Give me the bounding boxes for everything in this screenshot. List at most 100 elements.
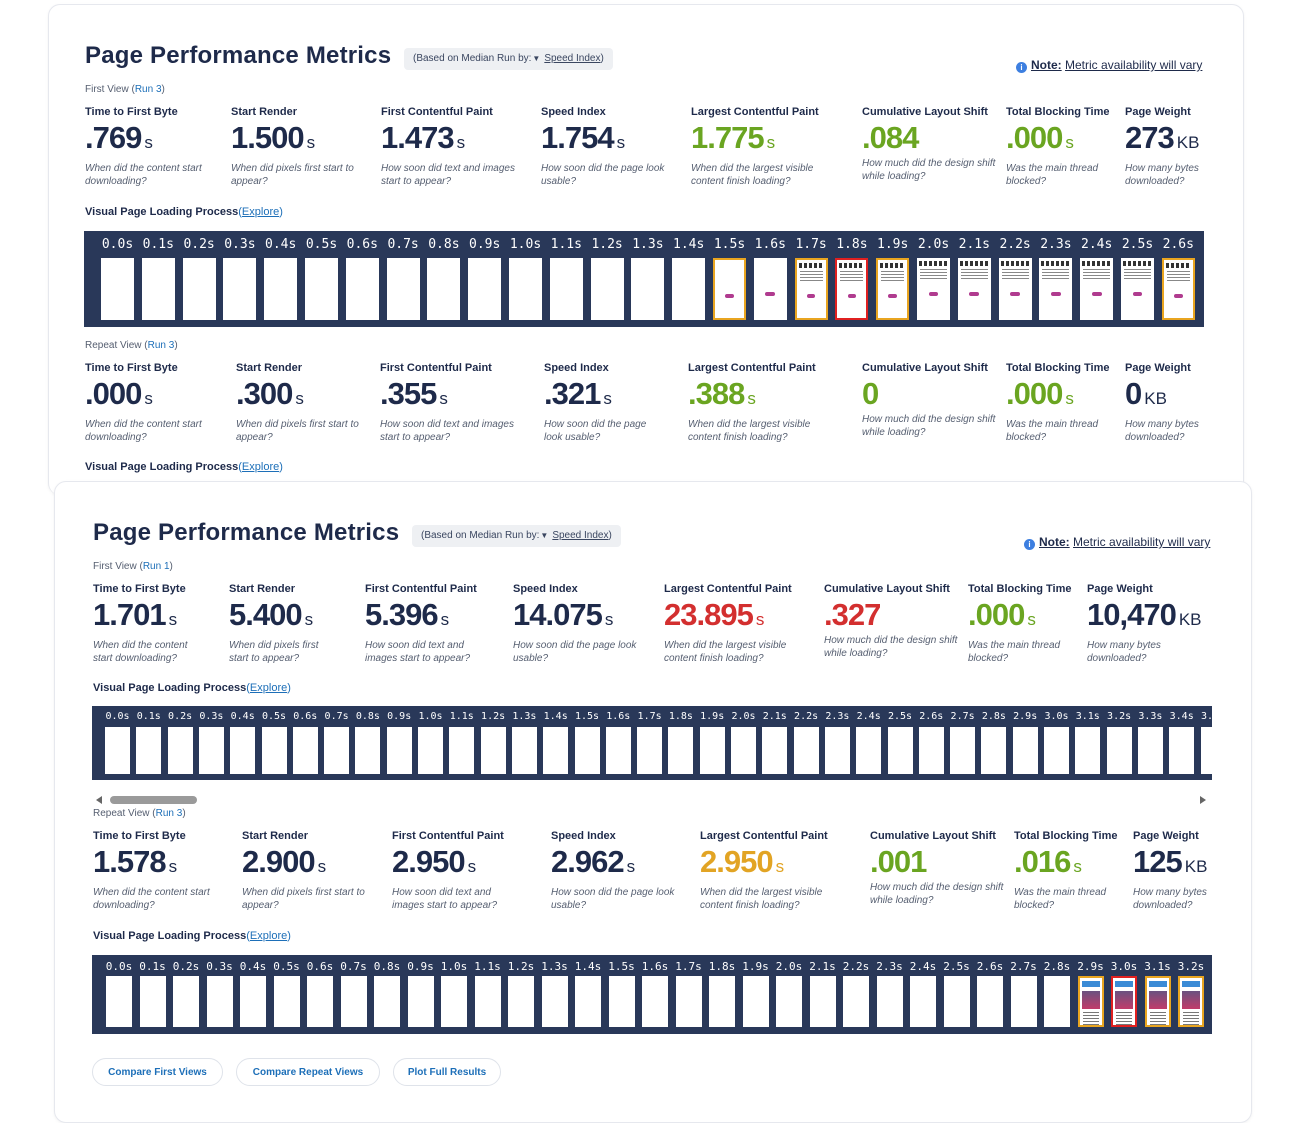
filmstrip-frame[interactable] <box>264 258 298 320</box>
filmstrip-frame[interactable] <box>474 976 501 1027</box>
filmstrip-frame[interactable] <box>136 727 162 774</box>
filmstrip-frame[interactable] <box>355 727 381 774</box>
button-compare-repeat-views[interactable]: Compare Repeat Views <box>236 1058 380 1086</box>
filmstrip-frame[interactable] <box>1111 976 1137 1027</box>
explore-link-text[interactable]: Explore <box>241 461 280 473</box>
filmstrip-frame[interactable] <box>876 976 903 1027</box>
filmstrip-frame[interactable] <box>511 727 537 774</box>
filmstrip-frame[interactable] <box>340 976 367 1027</box>
filmstrip-frame[interactable] <box>608 976 635 1027</box>
filmstrip-frame[interactable] <box>1200 727 1212 774</box>
filmstrip-frame[interactable] <box>910 976 936 1027</box>
filmstrip-frame[interactable] <box>1144 976 1171 1027</box>
filmstrip-frame[interactable] <box>206 976 233 1027</box>
filmstrip-frame[interactable] <box>809 976 836 1027</box>
filmstrip-frame[interactable] <box>543 727 569 774</box>
filmstrip-frame[interactable] <box>386 258 420 320</box>
scrollbar-thumb[interactable] <box>110 796 197 804</box>
median-run-selector[interactable]: (Based on Median Run by:▼ Speed Index) <box>404 48 613 70</box>
filmstrip-frame[interactable] <box>509 258 542 320</box>
filmstrip-frame[interactable] <box>981 727 1007 774</box>
filmstrip-frame[interactable] <box>182 258 216 320</box>
filmstrip-frame[interactable] <box>590 258 624 320</box>
filmstrip-frame[interactable] <box>713 258 746 320</box>
filmstrip-frame[interactable] <box>324 727 350 774</box>
filmstrip-frame[interactable] <box>950 727 976 774</box>
filmstrip-frame[interactable] <box>668 727 694 774</box>
filmstrip-frame[interactable] <box>918 727 944 774</box>
filmstrip-frame[interactable] <box>699 727 725 774</box>
filmstrip-frame[interactable] <box>1039 258 1073 320</box>
filmstrip-frame[interactable] <box>876 258 910 320</box>
filmstrip-frame[interactable] <box>292 727 318 774</box>
filmstrip-frame[interactable] <box>943 976 970 1027</box>
filmstrip-frame[interactable] <box>173 976 199 1027</box>
filmstrip-frame[interactable] <box>273 976 300 1027</box>
filmstrip[interactable]: 0.0s 0.1s 0.2s 0.3s 0.4s 0.5s 0.6s 0.7s 0.8s 0.9s… <box>84 231 1204 327</box>
run-link[interactable]: Run 3 <box>134 84 162 95</box>
filmstrip-frame[interactable] <box>541 976 568 1027</box>
filmstrip-frame[interactable] <box>307 976 333 1027</box>
filmstrip-frame[interactable] <box>1044 976 1070 1027</box>
filmstrip-frame[interactable] <box>1121 258 1154 320</box>
filmstrip-frame[interactable] <box>223 258 257 320</box>
filmstrip-frame[interactable] <box>374 976 400 1027</box>
filmstrip-frame[interactable] <box>1010 976 1037 1027</box>
explore-link[interactable]: (Explore) <box>238 206 283 218</box>
run-link[interactable]: Run 3 <box>147 340 175 351</box>
filmstrip-frame[interactable] <box>1178 976 1204 1027</box>
note-text-link[interactable]: Metric availability will vary <box>1073 535 1211 549</box>
filmstrip-frame[interactable] <box>1075 727 1101 774</box>
filmstrip-frame[interactable] <box>139 976 166 1027</box>
note-text-link[interactable]: Metric availability will vary <box>1065 58 1203 72</box>
explore-link-text[interactable]: Explore <box>249 682 288 694</box>
filmstrip-frame[interactable] <box>575 976 601 1027</box>
scroll-right-arrow-icon[interactable] <box>1200 796 1206 804</box>
filmstrip-frame[interactable] <box>887 727 913 774</box>
filmstrip-frame[interactable] <box>637 727 663 774</box>
filmstrip-frame[interactable] <box>917 258 950 320</box>
explore-link[interactable]: (Explore) <box>238 461 283 473</box>
filmstrip-frame[interactable] <box>1012 727 1038 774</box>
filmstrip-frame[interactable] <box>753 258 787 320</box>
filmstrip-frame[interactable] <box>549 258 583 320</box>
filmstrip-frame[interactable] <box>261 727 287 774</box>
filmstrip-frame[interactable] <box>762 727 788 774</box>
filmstrip-frame[interactable] <box>1077 976 1104 1027</box>
explore-link[interactable]: (Explore) <box>246 682 291 694</box>
filmstrip-frame[interactable] <box>672 258 706 320</box>
filmstrip[interactable]: 0.0s 0.1s 0.2s 0.3s 0.4s 0.5s 0.6s 0.7s 0.8s 0.9s… <box>92 955 1212 1034</box>
filmstrip-frame[interactable] <box>230 727 256 774</box>
filmstrip-frame[interactable] <box>742 976 769 1027</box>
run-link[interactable]: Run 3 <box>155 808 183 819</box>
filmstrip-frame[interactable] <box>793 727 819 774</box>
filmstrip-frame[interactable] <box>824 727 850 774</box>
filmstrip-frame[interactable] <box>642 976 668 1027</box>
filmstrip-frame[interactable] <box>141 258 175 320</box>
median-metric-link[interactable]: Speed Index <box>552 530 609 541</box>
filmstrip-frame[interactable] <box>631 258 665 320</box>
filmstrip-scrollbar[interactable] <box>92 794 1212 806</box>
filmstrip-frame[interactable] <box>386 727 412 774</box>
scroll-left-arrow-icon[interactable] <box>96 796 102 804</box>
filmstrip-frame[interactable] <box>480 727 506 774</box>
filmstrip[interactable]: 0.0s 0.1s 0.2s 0.3s 0.4s 0.5s 0.6s 0.7s 0.8s 0.9s… <box>92 706 1212 780</box>
filmstrip-frame[interactable] <box>731 727 756 774</box>
filmstrip-frame[interactable] <box>574 727 600 774</box>
filmstrip-frame[interactable] <box>776 976 802 1027</box>
filmstrip-frame[interactable] <box>449 727 475 774</box>
filmstrip-frame[interactable] <box>305 258 338 320</box>
filmstrip-frame[interactable] <box>675 976 702 1027</box>
filmstrip-frame[interactable] <box>198 727 224 774</box>
filmstrip-frame[interactable] <box>977 976 1003 1027</box>
filmstrip-frame[interactable] <box>1169 727 1195 774</box>
filmstrip-frame[interactable] <box>1161 258 1195 320</box>
filmstrip-frame[interactable] <box>167 727 193 774</box>
filmstrip-frame[interactable] <box>605 727 631 774</box>
filmstrip-frame[interactable] <box>835 258 869 320</box>
filmstrip-frame[interactable] <box>998 258 1032 320</box>
filmstrip-frame[interactable] <box>709 976 735 1027</box>
filmstrip-frame[interactable] <box>794 258 828 320</box>
filmstrip-frame[interactable] <box>106 976 132 1027</box>
explore-link[interactable]: (Explore) <box>246 930 291 942</box>
